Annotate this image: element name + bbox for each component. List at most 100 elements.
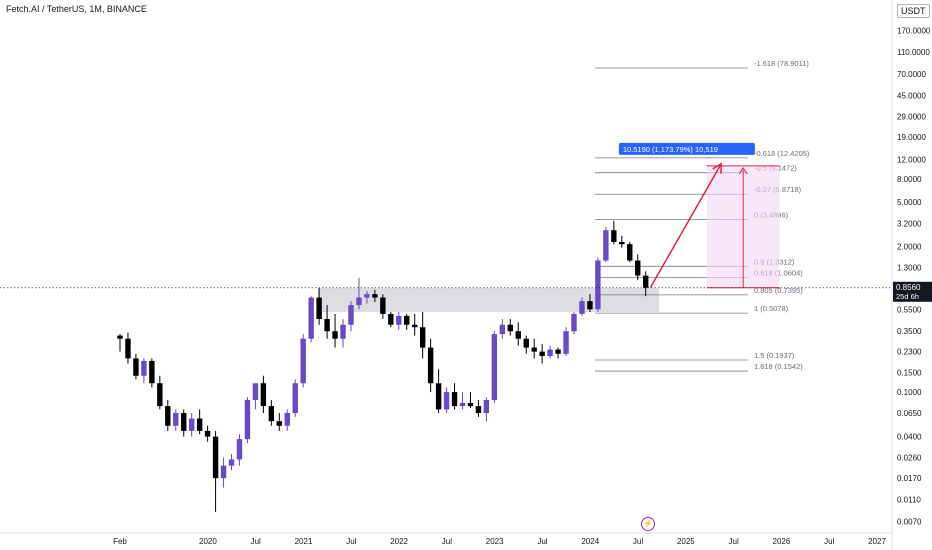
candle-body	[149, 360, 155, 384]
target-arrow-head	[712, 162, 722, 174]
candle-body	[499, 324, 506, 335]
candle-body	[483, 399, 490, 414]
time-tick-label: Jul	[729, 537, 739, 546]
price-tick-label: 0.0110	[897, 495, 921, 504]
candle-body	[117, 335, 123, 339]
candle-body	[212, 436, 219, 479]
candle-body	[642, 275, 649, 288]
candle-body	[555, 349, 561, 354]
price-tick-label: 5.0000	[897, 198, 922, 207]
fib-label: 1.5 (0.1937)	[754, 351, 795, 360]
time-tick-label: Jul	[346, 537, 356, 546]
price-tick-label: 12.0000	[897, 156, 926, 165]
price-tick-label: 2.0000	[897, 243, 922, 252]
current-price-box	[893, 281, 932, 302]
time-tick-label: 2023	[486, 537, 504, 546]
candle-body	[133, 358, 139, 376]
price-axis[interactable]: 170.0000 110.0000 70.0000 45.0000 29.0000 19.…	[893, 27, 932, 527]
fib-label: 1.618 (0.1542)	[754, 362, 803, 371]
time-tick-label: 2021	[295, 537, 313, 546]
time-tick-label: 2024	[581, 537, 599, 546]
projection-layer: 10.5190 (1,173.79%) 10,519	[618, 142, 780, 289]
price-tick-label: 110.0000	[897, 48, 930, 57]
candle-body	[467, 402, 474, 407]
candle-body	[627, 244, 633, 261]
candle-body	[157, 383, 163, 407]
currency-button[interactable]: USDT	[897, 4, 930, 18]
candle-body	[443, 392, 450, 410]
candle-body	[563, 331, 569, 354]
candle-body	[587, 301, 593, 310]
candle-body	[603, 230, 609, 261]
candle-body	[340, 324, 346, 339]
price-tick-label: 19.0000	[897, 133, 926, 142]
candle-body	[284, 413, 290, 426]
candle-body	[316, 297, 322, 320]
candle-body	[332, 331, 338, 339]
candle-body	[260, 383, 267, 407]
price-tick-label: 170.0000	[897, 27, 931, 36]
price-tick-label: 0.3500	[897, 327, 922, 336]
support-zone	[317, 288, 660, 313]
countdown-label: 25d 6h	[896, 292, 919, 301]
price-tick-label: 0.0260	[897, 454, 922, 463]
price-tick-label: 0.5500	[897, 305, 922, 314]
fib-label: -0.618 (12.4205)	[754, 149, 810, 158]
candle-body	[619, 241, 625, 245]
candle-body	[292, 383, 298, 414]
target-arrow-line	[649, 163, 722, 288]
price-tick-label: 0.0070	[897, 517, 922, 526]
time-tick-label: 2020	[199, 537, 217, 546]
candle-body	[372, 294, 378, 298]
candle-body	[204, 430, 211, 437]
fib-label: 0.805 (0.7395)	[754, 286, 803, 295]
projection-arrow-head	[738, 167, 748, 175]
fib-label: 1 (0.5078)	[754, 304, 789, 313]
candle-body	[188, 418, 195, 431]
candle-body	[276, 421, 283, 426]
price-tick-label: 0.0400	[897, 433, 922, 442]
price-tick-label: 45.0000	[897, 91, 926, 100]
time-tick-label: Jul	[442, 537, 452, 546]
time-tick-label: 2026	[773, 537, 791, 546]
price-tick-label: 0.2300	[897, 348, 922, 357]
time-tick-label: Jul	[251, 537, 261, 546]
candle-body	[308, 297, 314, 339]
time-tick-label: 2022	[390, 537, 408, 546]
time-axis[interactable]: Feb 2020 Jul 2021 Jul 2022 Jul 2023 Jul 2024 Jul 20…	[113, 537, 886, 546]
price-tick-label: 8.0000	[897, 175, 922, 184]
candle-body	[165, 406, 171, 426]
candles-layer	[0, 220, 892, 512]
candle-body	[324, 319, 330, 332]
candle-body	[579, 301, 585, 314]
fib-label: -1.618 (78.9011)	[754, 59, 809, 68]
price-tick-label: 70.0000	[897, 70, 926, 79]
candle-body	[181, 413, 187, 431]
lightning-icon[interactable]: ⚡	[641, 517, 655, 531]
candle-body	[141, 360, 147, 376]
candle-body	[236, 439, 243, 460]
candle-body	[531, 347, 537, 352]
candle-body	[547, 349, 553, 357]
candle-body	[491, 334, 498, 400]
chart-title: Fetch.AI / TetherUS, 1M, BINANCE	[6, 4, 147, 14]
candle-body	[364, 294, 370, 298]
candle-body	[356, 297, 362, 306]
candle-body	[435, 383, 442, 410]
candle-body	[220, 465, 227, 479]
price-tick-label: 0.0170	[897, 474, 922, 483]
candle-body	[173, 413, 179, 426]
price-tick-label: 0.1500	[897, 368, 922, 377]
time-tick-label: 2025	[677, 537, 695, 546]
time-tick-label: Jul	[537, 537, 547, 546]
candle-body	[507, 324, 513, 332]
price-tick-label: 29.0000	[897, 113, 926, 122]
candle-body	[348, 305, 354, 325]
projection-label: 10.5190 (1,173.79%) 10,519	[623, 145, 718, 154]
current-price-label: 0.8560	[896, 283, 921, 292]
candle-body	[268, 406, 275, 422]
support-zone-layer	[317, 288, 660, 313]
candle-body	[419, 327, 426, 348]
candle-body	[228, 459, 235, 466]
